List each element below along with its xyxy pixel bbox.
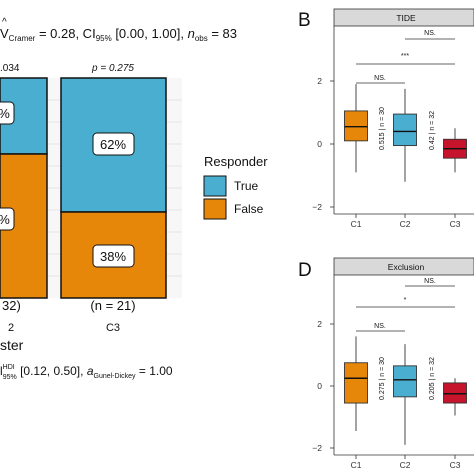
xtick-c3: C3	[106, 322, 120, 334]
sig-d-c1c3: *	[404, 297, 407, 304]
ytick-d-m2: −2	[312, 443, 322, 453]
legend-swatch-true	[203, 175, 227, 197]
label-b-c3: 0.42 | n = 32	[429, 111, 436, 150]
panel-letter-b: B	[298, 10, 311, 31]
hat-mark: ^	[2, 17, 7, 28]
strip-exclusion	[333, 257, 474, 276]
box-d-c3	[443, 382, 467, 404]
legend-label-false: False	[234, 202, 264, 216]
xtick-b-c1: C1	[351, 219, 362, 229]
sig-b-c1c2: NS.	[374, 75, 386, 82]
mosaic-panel: VCramer = 0.28, CI95% [0.00, 1.00], nobs…	[0, 17, 268, 381]
panel-b-tide: B TIDE 2 0 −2 C1 C2 C3 NS. *** NS. 0.515…	[298, 8, 474, 229]
ytick-d-2: 2	[317, 319, 322, 329]
xtick-d-c1: C1	[351, 460, 362, 470]
sig-b-c1c3: ***	[401, 53, 409, 60]
sig-d-c1c2: NS.	[374, 323, 386, 330]
xtick-left: 2	[8, 322, 14, 334]
pct-label-box-c3-false	[92, 244, 135, 268]
legend-swatch-false	[203, 198, 227, 220]
label-d-c3: 0.205 | n = 32	[429, 357, 436, 400]
sig-brackets-d	[356, 285, 455, 332]
legend-title: Responder	[204, 154, 268, 169]
box-b-c1	[344, 110, 368, 142]
sig-b-c2c3: NS.	[424, 30, 436, 37]
ytick-d-0: 0	[317, 381, 322, 391]
xtick-d-c3: C3	[450, 460, 461, 470]
pct-label-c3-false: 38%	[100, 249, 126, 264]
strip-tide	[333, 8, 474, 27]
mosaic-xlabel: ster	[0, 337, 24, 353]
label-b-c2: 0.515 | n = 30	[379, 107, 386, 150]
box-d-c1	[344, 362, 368, 404]
ytick-b-0: 0	[317, 139, 322, 149]
xtick-b-c2: C2	[400, 219, 411, 229]
stat-footer: lHDI 95% [0.12, 0.50], aGunel-Dickey = 1.…	[0, 364, 173, 381]
pct-label-left-top: %	[0, 106, 10, 121]
pct-label-left-bottom: %	[0, 212, 10, 227]
pct-label-box-left-bottom	[0, 207, 15, 231]
box-d-c2	[393, 365, 417, 398]
n-label-left: 32)	[2, 298, 21, 313]
n-label-c3: (n = 21)	[90, 298, 135, 313]
strip-label-tide: TIDE	[396, 13, 416, 23]
xtick-b-c3: C3	[450, 219, 461, 229]
pct-label-c3-true: 62%	[100, 137, 126, 152]
panel-letter-d: D	[298, 260, 312, 281]
box-b-c2	[393, 113, 417, 147]
stat-header: VCramer = 0.28, CI95% [0.00, 1.00], nobs…	[0, 26, 237, 43]
sig-d-c2c3: NS.	[424, 278, 436, 285]
ytick-b-m2: −2	[312, 202, 322, 212]
strip-label-exclusion: Exclusion	[388, 262, 425, 272]
p-value-c3: p = 0.275	[91, 63, 134, 74]
stat-v: V	[0, 26, 9, 41]
xtick-d-c2: C2	[400, 460, 411, 470]
p-value-left: .034	[0, 63, 20, 74]
sig-brackets-b	[356, 38, 455, 84]
legend-label-true: True	[234, 179, 259, 193]
ytick-b-2: 2	[317, 76, 322, 86]
pct-label-box-c3-true	[92, 132, 135, 156]
legend: Responder True False	[203, 154, 268, 220]
pct-label-box-left-top	[0, 101, 15, 125]
panel-d-exclusion: D Exclusion 2 0 −2 C1 C2 C3 NS. * NS. 0.…	[298, 257, 474, 470]
label-d-c2: 0.275 | n = 30	[379, 357, 386, 400]
